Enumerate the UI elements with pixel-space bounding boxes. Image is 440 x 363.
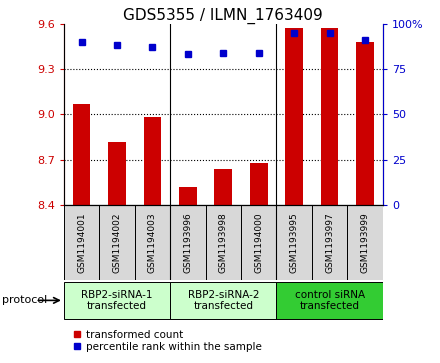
Bar	[276, 205, 312, 280]
Bar	[64, 205, 99, 280]
Text: GSM1193999: GSM1193999	[360, 212, 370, 273]
Bar	[170, 205, 205, 280]
Bar	[321, 28, 338, 205]
Text: GSM1194001: GSM1194001	[77, 212, 86, 273]
Text: GSM1194000: GSM1194000	[254, 212, 263, 273]
Text: RBP2-siRNA-1
transfected: RBP2-siRNA-1 transfected	[81, 290, 153, 311]
Text: GSM1193997: GSM1193997	[325, 212, 334, 273]
Text: GSM1193998: GSM1193998	[219, 212, 228, 273]
Text: control siRNA
transfected: control siRNA transfected	[294, 290, 365, 311]
Text: RBP2-siRNA-2
transfected: RBP2-siRNA-2 transfected	[187, 290, 259, 311]
Bar	[250, 163, 268, 205]
Bar	[108, 142, 126, 205]
Bar	[285, 28, 303, 205]
Bar	[143, 117, 161, 205]
Bar	[99, 205, 135, 280]
Bar	[205, 205, 241, 280]
Bar	[312, 205, 347, 280]
Title: GDS5355 / ILMN_1763409: GDS5355 / ILMN_1763409	[124, 7, 323, 24]
Bar	[276, 282, 383, 319]
Bar	[64, 282, 170, 319]
Text: GSM1194003: GSM1194003	[148, 212, 157, 273]
Bar	[214, 169, 232, 205]
Bar	[356, 42, 374, 205]
Bar	[241, 205, 276, 280]
Bar	[179, 187, 197, 205]
Bar	[73, 104, 90, 205]
Legend: transformed count, percentile rank within the sample: transformed count, percentile rank withi…	[69, 326, 266, 356]
Text: GSM1193995: GSM1193995	[290, 212, 299, 273]
Bar	[347, 205, 383, 280]
Bar	[135, 205, 170, 280]
Bar	[170, 282, 276, 319]
Text: protocol: protocol	[2, 295, 48, 305]
Text: GSM1193996: GSM1193996	[183, 212, 192, 273]
Text: GSM1194002: GSM1194002	[113, 212, 121, 273]
